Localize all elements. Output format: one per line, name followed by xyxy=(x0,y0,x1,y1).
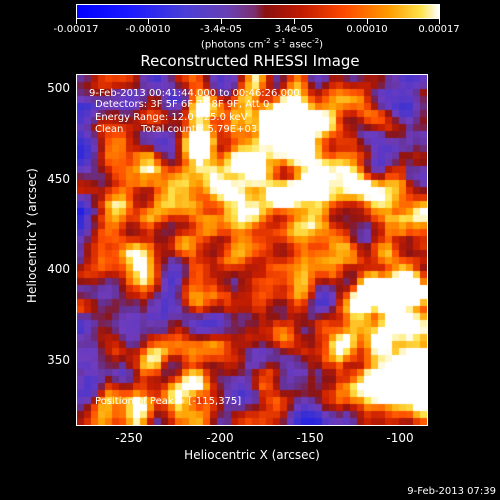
colorbar-tick xyxy=(439,19,440,24)
colorbar-label: -0.00010 xyxy=(125,24,171,35)
x-axis-label: Heliocentric X (arcsec) xyxy=(184,448,320,462)
image-plot: 9-Feb-2013 00:41:44.000 to 00:46:26.000 … xyxy=(76,74,428,426)
info-time: 9-Feb-2013 00:41:44.000 to 00:46:26.000 xyxy=(89,88,300,99)
heatmap-image xyxy=(77,75,427,425)
y-tick-label: 350 xyxy=(47,353,70,367)
x-tick-label: -250 xyxy=(115,431,143,445)
colorbar-tick xyxy=(148,19,149,24)
x-tick-label: -200 xyxy=(206,431,234,445)
colorbar-tick xyxy=(294,19,295,24)
y-tick-label: 500 xyxy=(47,81,70,95)
colorbar xyxy=(76,4,440,19)
x-tick-label: -150 xyxy=(296,431,324,445)
timestamp: 9-Feb-2013 07:39 xyxy=(407,486,496,497)
y-tick-label: 400 xyxy=(47,262,70,276)
colorbar-units: (photons cm-2 s-1 asec-2) xyxy=(200,37,324,51)
colorbar-label: -3.4e-05 xyxy=(200,24,242,35)
info-peak: Position of Peak = [-115,375] xyxy=(95,396,242,407)
info-method: Clean xyxy=(95,124,124,135)
info-counts: Total counts: 5.79E+03 xyxy=(141,124,258,135)
colorbar-label: 0.00010 xyxy=(346,24,388,35)
page-title: Reconstructed RHESSI Image xyxy=(140,52,360,70)
colorbar-tick xyxy=(367,19,368,24)
y-axis-label: Heliocentric Y (arcsec) xyxy=(25,168,39,303)
y-tick-label: 450 xyxy=(47,172,70,186)
colorbar-tick xyxy=(221,19,222,24)
info-detectors: Detectors: 3F 5F 6F 7F 8F 9F, Att 0 xyxy=(95,99,270,110)
colorbar-tick xyxy=(76,19,77,24)
colorbar-label: 3.4e-05 xyxy=(274,24,314,35)
x-tick-label: -100 xyxy=(386,431,414,445)
colorbar-label: 0.00017 xyxy=(418,24,460,35)
colorbar-label: -0.00017 xyxy=(53,24,99,35)
info-energy: Energy Range: 12.0 - 25.0 keV xyxy=(95,112,248,123)
